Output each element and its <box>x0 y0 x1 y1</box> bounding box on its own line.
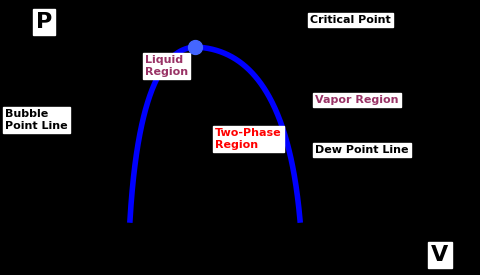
Text: Liquid
Region: Liquid Region <box>145 55 188 77</box>
Text: V: V <box>432 245 449 265</box>
Text: Two-Phase
Region: Two-Phase Region <box>215 128 282 150</box>
Text: Bubble
Point Line: Bubble Point Line <box>5 109 68 131</box>
Text: Vapor Region: Vapor Region <box>315 95 398 105</box>
Text: Dew Point Line: Dew Point Line <box>315 145 408 155</box>
Text: P: P <box>36 12 52 32</box>
Text: Critical Point: Critical Point <box>310 15 391 25</box>
